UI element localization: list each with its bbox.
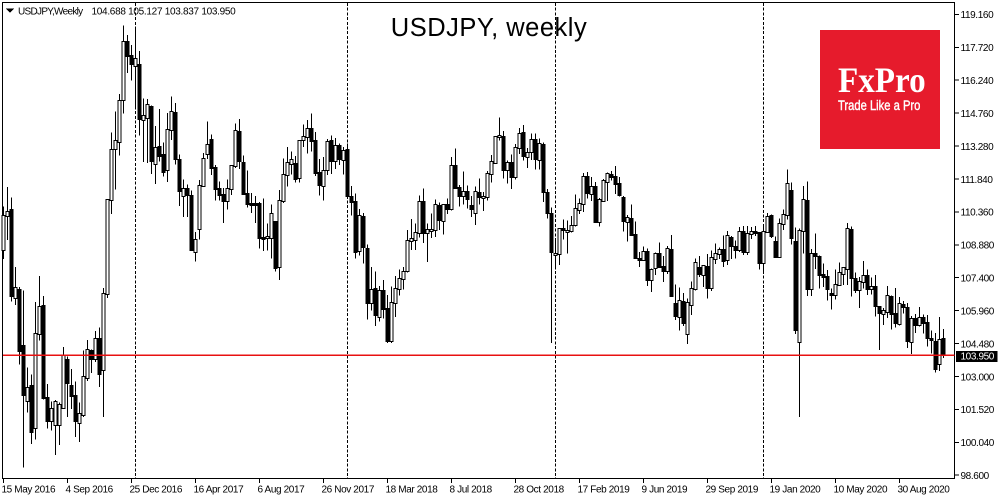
svg-text:114.760: 114.760 [961,109,995,120]
svg-text:101.520: 101.520 [961,405,995,416]
svg-text:25 Dec 2016: 25 Dec 2016 [130,485,183,496]
svg-text:15 May 2016: 15 May 2016 [2,485,56,496]
svg-text:28 Oct 2018: 28 Oct 2018 [514,485,565,496]
svg-text:117.720: 117.720 [961,43,995,54]
svg-text:104.480: 104.480 [961,339,995,350]
svg-text:104.688 105.127 103.837 103.95: 104.688 105.127 103.837 103.950 [92,7,237,18]
svg-text:10 May 2020: 10 May 2020 [834,485,888,496]
svg-text:98.600: 98.600 [961,471,990,482]
svg-text:9 Jun 2019: 9 Jun 2019 [642,485,689,496]
svg-text:30 Aug 2020: 30 Aug 2020 [898,485,951,496]
svg-text:19 Jan 2020: 19 Jan 2020 [770,485,822,496]
svg-text:105.960: 105.960 [961,306,995,317]
svg-text:111.840: 111.840 [961,175,994,186]
svg-text:6 Aug 2017: 6 Aug 2017 [258,485,306,496]
svg-text:110.360: 110.360 [961,208,995,219]
svg-text:116.240: 116.240 [961,76,995,87]
svg-text:17 Feb 2019: 17 Feb 2019 [578,485,631,496]
svg-text:113.280: 113.280 [961,142,995,153]
svg-text:16 Apr 2017: 16 Apr 2017 [194,485,245,496]
svg-text:4 Sep 2016: 4 Sep 2016 [66,485,114,496]
svg-text:103.950: 103.950 [961,352,995,363]
svg-text:108.880: 108.880 [961,241,995,252]
svg-text:8 Jul 2018: 8 Jul 2018 [450,485,493,496]
svg-text:119.160: 119.160 [961,10,995,21]
svg-text:107.400: 107.400 [961,274,995,285]
svg-text:103.000: 103.000 [961,372,995,383]
svg-text:29 Sep 2019: 29 Sep 2019 [706,485,759,496]
svg-text:USDJPY,Weekly: USDJPY,Weekly [18,7,83,18]
svg-text:18 Mar 2018: 18 Mar 2018 [386,485,439,496]
svg-text:26 Nov 2017: 26 Nov 2017 [322,485,375,496]
svg-text:100.040: 100.040 [961,438,995,449]
